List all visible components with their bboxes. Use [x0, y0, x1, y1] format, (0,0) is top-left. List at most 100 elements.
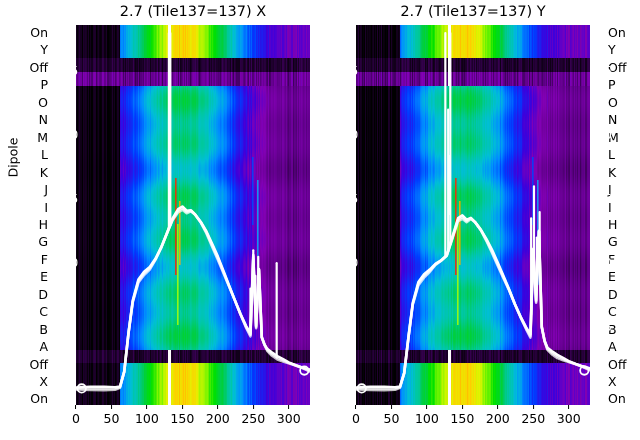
x-tick-y-2: 100	[415, 405, 439, 425]
x-tick-x-0: 0	[72, 405, 80, 425]
category-label-right-2: Off	[608, 59, 627, 75]
category-label-left-7: L	[41, 147, 48, 163]
category-labels-left: On Y Off P O N M L K J I H G F E D C B A Off X On	[12, 0, 48, 440]
heatmap-panel-x[interactable]: - 0 0 - 5 5 - 10 10 - 15 15 - 20 20 - 25 25	[54, 25, 332, 405]
category-label-right-16: C	[608, 304, 617, 320]
category-label-right-12: G	[608, 234, 618, 250]
x-tick-y-5: 250	[521, 405, 545, 425]
category-label-right-13: F	[608, 251, 616, 267]
category-label-left-20: X	[39, 374, 48, 389]
y-tick-y-right-0: 0	[604, 383, 612, 398]
x-tick-y-6: 300	[557, 405, 581, 425]
category-label-right-14: E	[608, 269, 616, 285]
tick-mark-icon	[110, 405, 112, 409]
x-tick-x-1: 50	[103, 405, 120, 426]
y-tick-y-left-0: - 0	[334, 383, 351, 398]
x-tick-label: 150	[170, 411, 195, 426]
category-label-left-18: A	[39, 339, 48, 355]
x-tick-y-1: 50	[383, 405, 400, 426]
category-label-right-9: J	[608, 182, 612, 198]
category-label-right-4: O	[608, 94, 618, 110]
x-tick-y-4: 200	[486, 405, 510, 425]
y-tick-x-left-5: - 25	[54, 63, 79, 79]
y-tick-x-right-0: 0	[324, 383, 332, 398]
category-label-left-15: D	[38, 286, 48, 302]
tick-mark-icon	[355, 405, 357, 409]
x-tick-y-3: 150	[450, 405, 474, 425]
x-axis-x: 0 50 100 150 200 250 300	[72, 405, 310, 437]
x-tick-x-3: 150	[170, 405, 194, 425]
x-tick-label: 0	[352, 411, 360, 426]
category-label-left-8: K	[39, 164, 48, 180]
tick-mark-icon	[532, 405, 534, 409]
category-label-left-14: E	[40, 269, 48, 285]
y-tick-y-left-5: - 25	[334, 63, 359, 79]
y-tick-x-right-3: 15	[316, 191, 332, 207]
category-label-right-17: B	[608, 321, 617, 337]
tick-mark-icon	[390, 405, 392, 409]
category-label-left-16: C	[39, 304, 48, 320]
category-label-left-21: On	[30, 391, 48, 407]
tick-mark-icon	[288, 405, 290, 409]
y-tick-y-left-2: - 10	[334, 255, 359, 271]
category-label-right-6: M	[608, 129, 619, 145]
y-tick-x-right-4: 20	[316, 127, 332, 143]
tick-mark-icon	[252, 405, 254, 409]
y-tick-x-right-1: 5	[324, 319, 332, 335]
category-label-right-20: X	[608, 374, 617, 389]
tick-mark-icon	[75, 405, 77, 409]
y-tick-y-right-3: 15	[596, 191, 612, 207]
category-label-left-5: N	[38, 112, 48, 128]
x-tick-label: 50	[103, 411, 120, 426]
category-label-left-3: P	[40, 77, 48, 93]
y-tick-y-left-4: - 20	[334, 127, 359, 143]
x-tick-x-6: 300	[277, 405, 301, 425]
y-tick-x-left-0: - 0	[54, 383, 71, 398]
category-label-left-17: B	[39, 321, 48, 337]
category-label-right-21: On	[608, 391, 626, 407]
x-tick-label: 0	[72, 411, 80, 426]
y-tick-x-left-3: - 15	[54, 191, 79, 207]
x-tick-label: 200	[485, 411, 510, 426]
category-label-left-9: J	[44, 182, 48, 198]
x-tick-label: 100	[134, 411, 159, 426]
y-tick-y-left-1: - 5	[334, 319, 351, 335]
y-tick-x-left-2: - 10	[54, 255, 79, 271]
x-tick-label: 300	[276, 411, 301, 426]
category-label-right-0: On	[608, 25, 626, 40]
category-label-left-2: Off	[29, 59, 48, 75]
y-tick-y-right-1: 5	[604, 319, 612, 335]
x-tick-label: 250	[241, 411, 266, 426]
tick-mark-icon	[568, 405, 570, 409]
x-tick-y-0: 0	[352, 405, 360, 425]
category-label-right-11: H	[608, 216, 618, 232]
panel-title-x: 2.7 (Tile137=137) X	[119, 4, 267, 20]
y-tick-x-left-1: - 5	[54, 319, 71, 335]
x-tick-label: 200	[205, 411, 230, 426]
tick-mark-icon	[146, 405, 148, 409]
category-label-right-1: Y	[608, 42, 616, 58]
tick-mark-icon	[181, 405, 183, 409]
category-label-right-7: L	[608, 147, 615, 163]
y-tick-x-left-4: - 20	[54, 127, 79, 143]
heatmap-image-y	[356, 25, 590, 405]
category-label-left-1: Y	[40, 42, 48, 58]
tick-mark-icon	[461, 405, 463, 409]
x-axis-y: 0 50 100 150 200 250 300	[352, 405, 590, 437]
x-tick-label: 150	[450, 411, 475, 426]
category-label-right-15: D	[608, 286, 618, 302]
category-label-right-19: Off	[608, 356, 627, 372]
y-tick-y-right-5: 25	[596, 63, 612, 79]
x-tick-x-5: 250	[241, 405, 265, 425]
heatmap-image-x	[76, 25, 310, 405]
category-label-left-6: M	[37, 129, 48, 145]
x-tick-label: 50	[383, 411, 400, 426]
x-tick-x-4: 200	[206, 405, 230, 425]
category-label-left-10: I	[44, 199, 48, 215]
y-tick-y-right-2: 10	[596, 255, 612, 271]
y-tick-y-right-4: 20	[596, 127, 612, 143]
category-label-right-8: K	[608, 164, 617, 180]
heatmap-panel-y[interactable]: - 0 0 - 5 5 - 10 10 - 15 15 - 20 20 - 25 25	[334, 25, 612, 405]
category-label-left-13: F	[40, 251, 48, 267]
